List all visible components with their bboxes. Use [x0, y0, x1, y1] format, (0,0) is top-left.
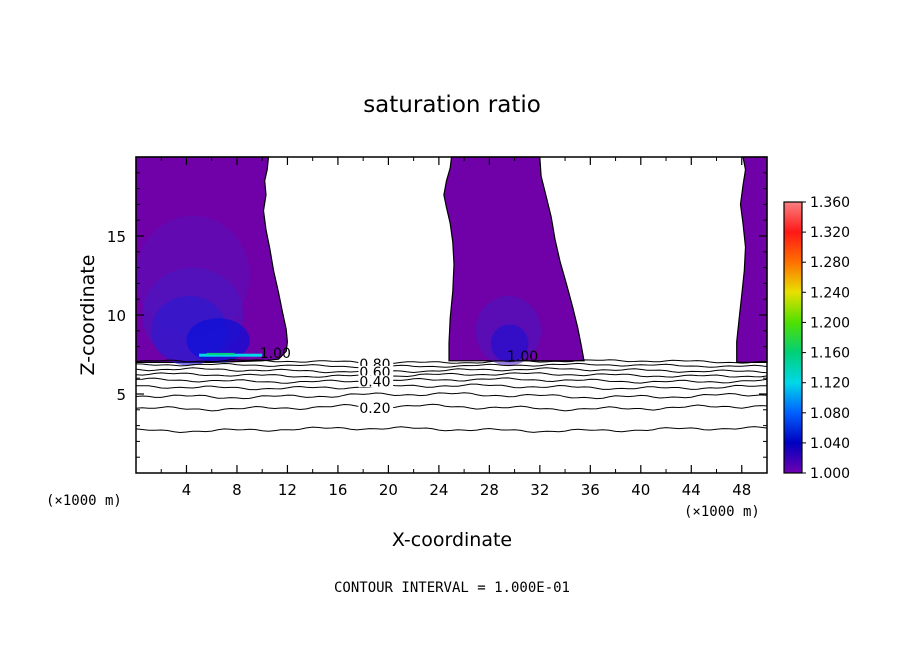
contour-interval-note: CONTOUR INTERVAL = 1.000E-01: [334, 580, 570, 596]
colorbar-label: 1.360: [810, 195, 850, 211]
contour-labels: 1.00 1.000.800.600.400.20: [260, 346, 538, 417]
x-axis-label: X-coordinate: [392, 529, 512, 551]
supersaturation-blob-middle-core: [490, 324, 529, 363]
contour-label-5: 0.20: [359, 401, 390, 417]
colorbar-label: 1.280: [810, 255, 850, 271]
contour-line-0.70: [135, 367, 768, 374]
x-tick-label: 8: [232, 481, 242, 499]
supersaturation-blob-core: [186, 318, 250, 363]
x-tick-label: 24: [429, 481, 448, 499]
contour-label-0: 1.00: [260, 346, 291, 362]
contour-label-bg-4: [358, 375, 394, 388]
contour-line-0.10: [135, 426, 768, 434]
colorbar-label: 1.000: [810, 466, 850, 482]
x-tick-label: 20: [379, 481, 398, 499]
contour-line-0.40: [135, 383, 767, 391]
colorbar-label: 1.200: [810, 315, 850, 331]
colorbar-label: 1.320: [810, 225, 850, 241]
supersaturation-peak-core: [206, 352, 235, 355]
contour-line-0.90: [135, 359, 768, 364]
contour-line-0.60: [135, 372, 768, 378]
x-tick-label: 16: [328, 481, 347, 499]
contour-line-0.20: [135, 403, 768, 412]
colorbar-label: 1.080: [810, 406, 850, 422]
x-tick-label: 12: [278, 481, 297, 499]
colorbar-label: 1.160: [810, 346, 850, 362]
contour-label-1: 1.00: [507, 349, 538, 365]
y-tick-label: 10: [107, 307, 126, 325]
x-tick-label: 4: [182, 481, 192, 499]
x-tick-label: 28: [480, 481, 499, 499]
z-unit-label: (×1000 m): [46, 493, 122, 509]
contour-label-bg-3: [358, 365, 394, 378]
contour-line-0.30: [135, 392, 768, 400]
contour-line-0.80: [135, 362, 768, 369]
colorbar-frame: [783, 201, 803, 474]
y-tick-label: 5: [116, 386, 126, 404]
saturated-region-right: [736, 156, 768, 363]
plot-area: 1.00 1.000.800.600.400.20 4 8 12 16 20 24 28 32 3…: [107, 156, 768, 499]
contour-label-bg-5: [358, 402, 394, 415]
contour-line-0.50: [135, 377, 768, 384]
colorbar-label: 1.040: [810, 436, 850, 452]
colorbar-label: 1.120: [810, 376, 850, 392]
x-tick-label: 48: [732, 481, 751, 499]
x-tick-label: 36: [581, 481, 600, 499]
x-tick-label: 40: [631, 481, 650, 499]
x-axis: 4 8 12 16 20 24 28 32 36 40 44 48: [160, 157, 751, 499]
x-tick-label: 44: [682, 481, 701, 499]
y-tick-label: 15: [107, 228, 126, 246]
contour-label-4: 0.40: [359, 374, 390, 390]
y-axis-label: Z-coordinate: [77, 255, 99, 376]
contour-lines: [135, 359, 768, 434]
x-unit-label: (×1000 m): [684, 504, 760, 520]
filled-contours: [135, 156, 768, 366]
colorbar-label: 1.240: [810, 285, 850, 301]
colorbar-gradient: [784, 202, 802, 473]
x-tick-label: 32: [530, 481, 549, 499]
colorbar: 1.360 1.320 1.280 1.240 1.200 1.160 1.120 1.080…: [783, 195, 850, 482]
supersaturation-peak-band: [199, 353, 263, 357]
y-axis: 5 10 15: [107, 172, 767, 458]
chart-title: saturation ratio: [363, 92, 541, 118]
